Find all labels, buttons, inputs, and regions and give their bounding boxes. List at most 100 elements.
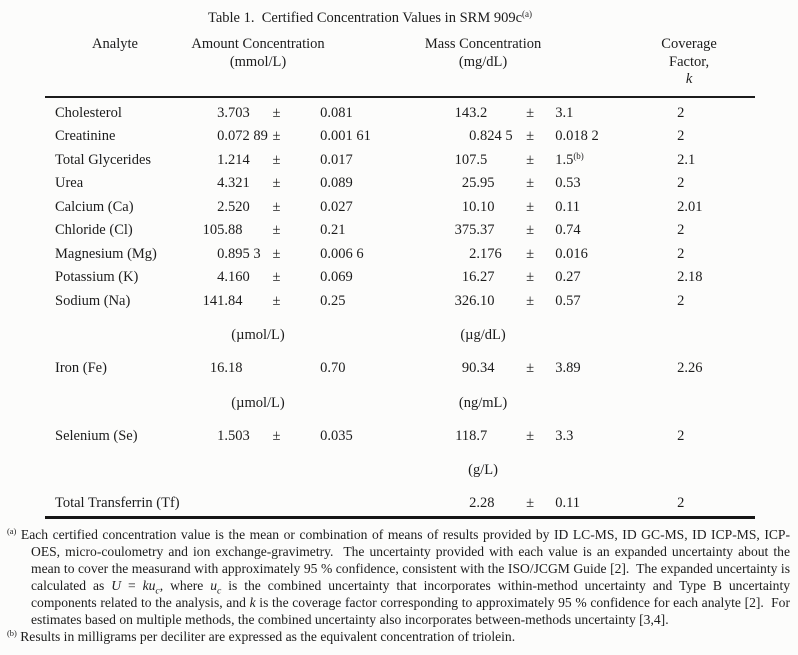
amount-plus-minus-sign: ± — [272, 222, 281, 238]
column-header-analyte-label: Analyte — [92, 36, 138, 52]
column-header-amount-concentration: Amount Concentration (mmol/L) — [185, 36, 332, 98]
amount-concentration-label: Amount Concentration — [191, 36, 325, 52]
amount-uncertainty-int: 0. — [320, 222, 332, 238]
mass-value-frac: 824 5 — [480, 128, 513, 144]
mass-units-cell: (g/L) — [468, 462, 498, 478]
table-row: Urea 4. 321 ±0. 089 25. 95 ±0. 53 2 — [45, 172, 755, 196]
footnote-marker: (a) — [7, 525, 17, 536]
footnote: (a) Each certified concentration value i… — [7, 526, 790, 628]
amount-uncertainty-int: 0. — [320, 292, 332, 309]
mass-uncertainty-int: 0. — [555, 245, 567, 262]
table-row: Potassium (K) 4. 160 ±0. 069 16. 27 ±0. 27 2.18 — [45, 266, 755, 290]
amount-uncertainty-frac: 21 — [331, 222, 346, 238]
mass-value-int: 2. — [469, 495, 481, 511]
mass-plus-minus-sign: ± — [526, 128, 535, 144]
amount-uncertainty-frac: 001 61 — [331, 128, 371, 144]
mass-uncertainty-frac: 11 — [566, 495, 581, 511]
amount-concentration-units: (mmol/L) — [229, 53, 287, 70]
mass-plus-minus-sign: ± — [526, 269, 535, 285]
mass-value-frac: 5 — [480, 151, 488, 168]
amount-uncertainty-int: 0. — [320, 175, 332, 191]
amount-uncertainty-frac: 027 — [331, 198, 353, 215]
mass-concentration-label: Mass Concentration — [424, 36, 542, 52]
amount-uncertainty-frac: 017 — [331, 151, 353, 168]
mass-concentration-units: (mg/dL) — [458, 53, 508, 70]
amount-plus-minus-sign — [258, 352, 295, 381]
coverage-factor-cell — [645, 313, 755, 352]
table-row: Selenium (Se) 1. 503 ±0. 035 118. 7 ±3. 3 2 — [45, 420, 755, 449]
amount-value-int: 16. — [209, 360, 228, 376]
analyte-cell — [45, 313, 185, 352]
spacer-cell — [331, 448, 400, 487]
mass-uncertainty-frac: 1 — [566, 104, 574, 121]
amount-uncertainty-int: 0. — [320, 269, 332, 285]
mass-value-frac: 7 — [480, 427, 488, 444]
mass-plus-minus-sign: ± — [526, 360, 535, 376]
units-row: (µmol/L) (µg/dL) — [45, 313, 755, 352]
coverage-factor-cell: 2 — [677, 128, 685, 144]
amount-uncertainty-frac — [331, 487, 400, 517]
column-header-analyte: Analyte — [45, 36, 185, 98]
mass-uncertainty-int: 0. — [555, 222, 567, 238]
amount-value-int: 3. — [217, 104, 228, 121]
amount-units-cell — [185, 448, 331, 487]
spacer-cell — [566, 313, 645, 352]
mass-uncertainty-frac: 5(b) — [566, 150, 584, 168]
mass-uncertainty-frac: 74 — [566, 222, 581, 238]
mass-uncertainty-int: 0. — [555, 292, 567, 309]
table-row: Chloride (Cl) 105. 88 ±0. 21 375. 37 ±0. 74 2 — [45, 219, 755, 243]
table-header: Analyte Amount Concentration (mmol/L) Ma… — [45, 36, 756, 98]
mass-plus-minus-sign: ± — [526, 198, 535, 215]
amount-uncertainty-int: 0. — [320, 427, 332, 444]
mass-uncertainty-int: 0. — [555, 198, 567, 215]
footnotes-section: (a) Each certified concentration value i… — [7, 526, 790, 645]
amount-value-frac: 895 3 — [228, 245, 261, 262]
coverage-factor-cell — [645, 381, 755, 420]
amount-plus-minus-sign: ± — [272, 128, 281, 144]
mass-value-frac: 176 — [480, 245, 502, 262]
amount-uncertainty-frac: 089 — [331, 175, 353, 191]
amount-uncertainty-int: 0. — [320, 245, 332, 262]
amount-value-int: 1. — [217, 151, 228, 168]
mass-plus-minus-sign: ± — [526, 175, 535, 191]
amount-value-frac: 520 — [228, 198, 250, 215]
amount-value-frac: 18 — [228, 360, 243, 376]
coverage-factor-cell: 2 — [677, 245, 685, 262]
mass-uncertainty-frac: 018 2 — [566, 128, 599, 144]
header-spacer — [566, 36, 646, 98]
amount-plus-minus-sign: ± — [272, 292, 281, 309]
amount-uncertainty-int: 0. — [320, 128, 332, 144]
mass-uncertainty-frac: 27 — [566, 269, 581, 285]
analyte-cell: Calcium (Ca) — [55, 198, 134, 215]
coverage-factor-cell: 2.26 — [677, 360, 703, 376]
units-row: (g/L) — [45, 448, 755, 487]
mass-value-frac: 37 — [480, 222, 495, 238]
mass-value-int: 16. — [461, 269, 481, 285]
mass-value-frac: 95 — [480, 175, 495, 191]
header-spacer — [331, 36, 401, 98]
amount-uncertainty-int — [295, 487, 331, 517]
mass-value-int: 0. — [469, 128, 481, 144]
footnote-text-segment: k — [249, 594, 256, 610]
coverage-factor-cell: 2 — [677, 222, 685, 238]
amount-units-cell: (µmol/L) — [231, 327, 285, 343]
table-body: Cholesterol 3. 703 ±0. 081 143. 2 ±3. 1 2 Creatini… — [45, 97, 755, 518]
amount-value-int: 0. — [217, 128, 228, 144]
mass-uncertainty-int: 0. — [555, 269, 567, 285]
amount-value-frac: 321 — [228, 175, 250, 191]
mass-value-int: 10. — [461, 198, 481, 215]
footnote-text-segment: c — [217, 585, 222, 597]
analyte-cell: Magnesium (Mg) — [55, 245, 157, 262]
amount-uncertainty-frac: 70 — [331, 360, 346, 376]
coverage-factor-label: Coverage Factor, — [661, 36, 717, 70]
table-row: Creatinine 0. 072 89 ±0. 001 61 0. 824 5 ±0. 018… — [45, 125, 755, 149]
coverage-factor-symbol: k — [685, 71, 693, 87]
mass-value-int: 143. — [454, 104, 481, 121]
amount-value-frac — [228, 487, 258, 517]
mass-value-frac: 28 — [480, 495, 495, 511]
footnote-marker: (b) — [7, 627, 17, 638]
column-header-coverage-factor: Coverage Factor, k — [645, 36, 756, 98]
mass-value-int: 375. — [454, 222, 481, 238]
table-row: Magnesium (Mg) 0. 895 3 ±0. 006 6 2. 176 ±0. 016… — [45, 243, 755, 267]
